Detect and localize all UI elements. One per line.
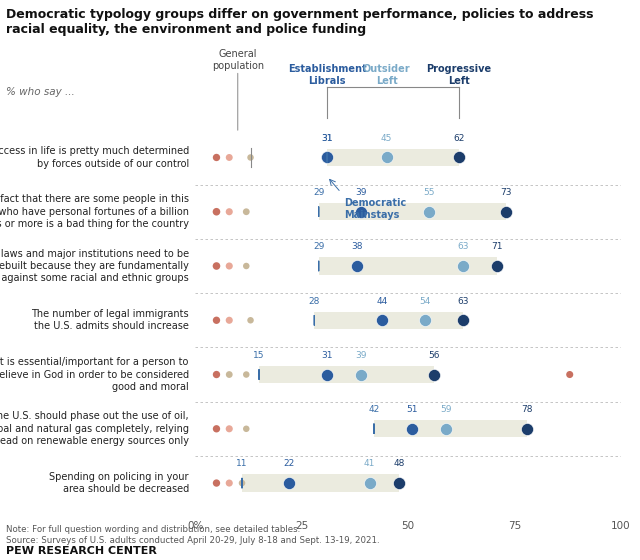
Text: Outsider
Left: Outsider Left bbox=[363, 64, 410, 86]
Text: 42: 42 bbox=[369, 405, 380, 414]
Text: 71: 71 bbox=[492, 242, 503, 251]
Point bbox=[322, 370, 332, 379]
Text: 28: 28 bbox=[308, 297, 320, 306]
Bar bbox=[319, 257, 497, 275]
Point bbox=[211, 370, 221, 379]
Point bbox=[352, 262, 362, 270]
Text: PEW RESEARCH CENTER: PEW RESEARCH CENTER bbox=[6, 545, 157, 556]
Bar bbox=[319, 203, 506, 221]
Text: 59: 59 bbox=[440, 405, 452, 414]
Point bbox=[564, 370, 575, 379]
Text: 0%: 0% bbox=[187, 520, 204, 530]
Text: 48: 48 bbox=[394, 459, 405, 468]
Point bbox=[458, 262, 468, 270]
Bar bbox=[327, 149, 459, 166]
Text: 31: 31 bbox=[321, 134, 333, 143]
Point bbox=[241, 207, 252, 216]
Point bbox=[322, 153, 332, 162]
Text: It is essential/important for a person to
believe in God in order to be consider: It is essential/important for a person t… bbox=[0, 357, 189, 392]
Text: The U.S. should phase out the use of oil,
coal and natural gas completely, relyi: The U.S. should phase out the use of oil… bbox=[0, 412, 189, 446]
Point bbox=[211, 207, 221, 216]
Text: Spending on policing in your
area should be decreased: Spending on policing in your area should… bbox=[49, 472, 189, 494]
Text: 62: 62 bbox=[453, 134, 465, 143]
Text: General
population: General population bbox=[212, 49, 264, 71]
Text: 38: 38 bbox=[351, 242, 363, 251]
Text: 31: 31 bbox=[321, 134, 333, 143]
Point bbox=[224, 479, 234, 488]
Text: 39: 39 bbox=[355, 188, 367, 197]
Text: 63: 63 bbox=[458, 242, 469, 251]
Point bbox=[394, 479, 404, 488]
Point bbox=[522, 424, 532, 433]
Point bbox=[407, 424, 417, 433]
Point bbox=[224, 316, 234, 325]
Text: 22: 22 bbox=[284, 459, 294, 468]
Text: 55: 55 bbox=[424, 188, 435, 197]
Bar bbox=[374, 420, 527, 437]
Text: 11: 11 bbox=[236, 459, 248, 468]
Point bbox=[500, 207, 511, 216]
Point bbox=[241, 424, 252, 433]
Text: Democratic typology groups differ on government performance, policies to address: Democratic typology groups differ on gov… bbox=[6, 8, 594, 36]
Point bbox=[428, 370, 438, 379]
Text: 15: 15 bbox=[253, 351, 265, 360]
Point bbox=[454, 153, 464, 162]
Bar bbox=[314, 311, 463, 329]
Text: Democratic
Mainstays: Democratic Mainstays bbox=[344, 198, 406, 220]
Text: % who say ...: % who say ... bbox=[6, 87, 75, 97]
Text: 75: 75 bbox=[508, 520, 521, 530]
Text: 45: 45 bbox=[381, 134, 392, 143]
Point bbox=[241, 262, 252, 270]
Text: 25: 25 bbox=[295, 520, 308, 530]
Text: Most U.S. laws and major institutions need to be
completely rebuilt because they: Most U.S. laws and major institutions ne… bbox=[0, 249, 189, 283]
Point bbox=[356, 207, 366, 216]
Text: 56: 56 bbox=[428, 351, 439, 360]
Text: 29: 29 bbox=[313, 242, 324, 251]
Point bbox=[211, 424, 221, 433]
Text: 78: 78 bbox=[522, 405, 533, 414]
Text: 39: 39 bbox=[355, 351, 367, 360]
Text: Establishment
Librals: Establishment Librals bbox=[288, 64, 367, 86]
Point bbox=[420, 316, 430, 325]
Point bbox=[224, 153, 234, 162]
Bar bbox=[259, 366, 433, 383]
Point bbox=[378, 316, 388, 325]
Bar bbox=[242, 474, 399, 492]
Point bbox=[224, 424, 234, 433]
Point bbox=[365, 479, 375, 488]
Text: 73: 73 bbox=[500, 188, 511, 197]
Point bbox=[237, 479, 247, 488]
Text: 50: 50 bbox=[401, 520, 415, 530]
Point bbox=[284, 479, 294, 488]
Point bbox=[356, 370, 366, 379]
Text: 51: 51 bbox=[406, 405, 418, 414]
Point bbox=[241, 370, 252, 379]
Text: 29: 29 bbox=[313, 188, 324, 197]
Point bbox=[211, 316, 221, 325]
Point bbox=[381, 153, 392, 162]
Point bbox=[224, 262, 234, 270]
Point bbox=[245, 316, 255, 325]
Point bbox=[441, 424, 451, 433]
Point bbox=[224, 370, 234, 379]
Text: Note: For full question wording and distribution, see detailed tables.
Source: S: Note: For full question wording and dist… bbox=[6, 525, 380, 545]
Text: The fact that there are some people in this
country who have personal fortunes o: The fact that there are some people in t… bbox=[0, 194, 189, 229]
Point bbox=[245, 153, 255, 162]
Point bbox=[224, 207, 234, 216]
Point bbox=[492, 262, 502, 270]
Point bbox=[424, 207, 435, 216]
Text: 31: 31 bbox=[321, 351, 333, 360]
Text: 44: 44 bbox=[377, 297, 388, 306]
Point bbox=[211, 479, 221, 488]
Point bbox=[211, 262, 221, 270]
Text: The number of legal immigrants
the U.S. admits should increase: The number of legal immigrants the U.S. … bbox=[31, 309, 189, 332]
Point bbox=[211, 153, 221, 162]
Point bbox=[458, 316, 468, 325]
Text: Success in life is pretty much determined
by forces outside of our control: Success in life is pretty much determine… bbox=[0, 146, 189, 169]
Text: 100: 100 bbox=[611, 520, 630, 530]
Text: 63: 63 bbox=[458, 297, 469, 306]
Text: 54: 54 bbox=[419, 297, 431, 306]
Text: Progressive
Left: Progressive Left bbox=[426, 64, 492, 86]
Text: 41: 41 bbox=[364, 459, 376, 468]
